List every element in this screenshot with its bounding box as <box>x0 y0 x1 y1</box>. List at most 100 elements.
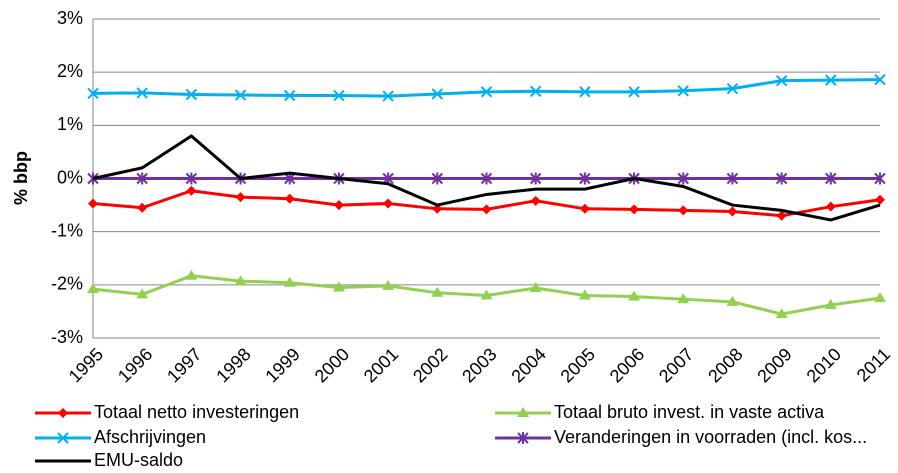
y-tick-label: 3% <box>57 8 83 28</box>
legend-label: Afschrijvingen <box>94 427 206 447</box>
marker <box>825 172 837 185</box>
legend-label: Totaal netto investeringen <box>94 402 299 422</box>
x-tick-label: 2003 <box>458 344 500 386</box>
marker <box>727 206 738 217</box>
marker <box>775 308 788 319</box>
marker <box>88 198 98 209</box>
x-tick-label: 2008 <box>704 344 746 386</box>
marker <box>875 194 885 205</box>
marker <box>480 289 493 300</box>
series-line <box>92 134 881 222</box>
marker <box>87 283 99 294</box>
marker <box>628 86 640 98</box>
marker <box>57 432 69 444</box>
marker <box>234 89 247 101</box>
marker <box>284 89 296 102</box>
marker <box>431 88 444 100</box>
legend-label: Veranderingen in voorraden (incl. kos... <box>554 427 867 447</box>
x-tick-label: 2001 <box>360 344 402 386</box>
legend-label: EMU-saldo <box>94 450 183 470</box>
marker <box>775 74 788 87</box>
marker <box>628 290 641 301</box>
marker <box>579 203 590 214</box>
legend-label: Totaal bruto invest. in vaste activa <box>554 402 825 422</box>
marker <box>874 73 886 86</box>
y-tick-label: 2% <box>57 61 83 81</box>
marker <box>431 172 444 185</box>
x-tick-label: 2002 <box>409 344 451 386</box>
x-tick-label: 2004 <box>507 344 549 386</box>
marker <box>529 85 542 98</box>
marker <box>480 172 493 185</box>
marker <box>58 408 68 418</box>
y-tick-label: -3% <box>51 327 83 347</box>
y-axis-label: % bbp <box>11 151 31 205</box>
marker <box>481 204 492 215</box>
x-tick-label: 2006 <box>606 344 648 386</box>
y-tick-label: -2% <box>51 274 83 294</box>
x-tick-label: 2005 <box>557 344 599 386</box>
marker <box>432 203 443 214</box>
marker <box>874 292 886 303</box>
marker <box>677 172 689 185</box>
marker <box>579 172 591 185</box>
marker <box>517 432 529 444</box>
marker <box>186 185 197 196</box>
marker <box>136 288 149 299</box>
marker <box>136 87 148 99</box>
series-line <box>92 78 881 98</box>
y-tick-label: -1% <box>51 220 83 240</box>
marker <box>530 195 541 206</box>
marker <box>776 210 787 221</box>
marker <box>578 289 591 300</box>
x-tick-label: 1996 <box>114 344 156 386</box>
marker <box>185 269 198 280</box>
marker <box>678 205 689 216</box>
marker <box>629 204 640 215</box>
x-tick-label: 2000 <box>311 344 353 386</box>
y-tick-label: 0% <box>57 167 83 187</box>
marker <box>332 281 345 292</box>
marker <box>726 82 739 95</box>
marker <box>185 88 198 101</box>
x-tick-label: 2010 <box>803 344 845 386</box>
marker <box>874 172 886 185</box>
marker <box>87 87 99 100</box>
marker <box>383 198 394 209</box>
marker <box>137 202 148 213</box>
marker <box>136 172 148 185</box>
x-tick-label: 1998 <box>212 344 254 386</box>
marker <box>824 299 837 310</box>
marker <box>517 407 529 417</box>
marker <box>677 293 690 304</box>
marker <box>431 286 444 297</box>
marker <box>235 192 246 203</box>
marker <box>480 86 493 98</box>
marker <box>579 86 591 98</box>
x-tick-label: 1999 <box>261 344 303 386</box>
marker <box>382 279 395 290</box>
marker <box>333 89 345 102</box>
marker <box>677 85 689 97</box>
marker <box>775 172 788 185</box>
marker <box>382 90 394 102</box>
marker <box>284 193 295 204</box>
marker <box>234 275 247 286</box>
x-tick-label: 1997 <box>163 344 205 386</box>
marker <box>726 172 739 185</box>
x-tick-label: 1995 <box>65 344 107 386</box>
x-tick-label: 2009 <box>753 344 795 386</box>
y-tick-label: 1% <box>57 114 83 134</box>
marker <box>825 201 836 212</box>
marker <box>529 282 542 293</box>
marker <box>283 276 296 287</box>
marker <box>529 172 542 185</box>
marker <box>726 295 739 306</box>
x-tick-label: 2011 <box>853 344 895 386</box>
marker <box>825 74 837 86</box>
marker <box>333 200 344 211</box>
marker <box>185 172 198 185</box>
x-tick-label: 2007 <box>655 344 697 386</box>
